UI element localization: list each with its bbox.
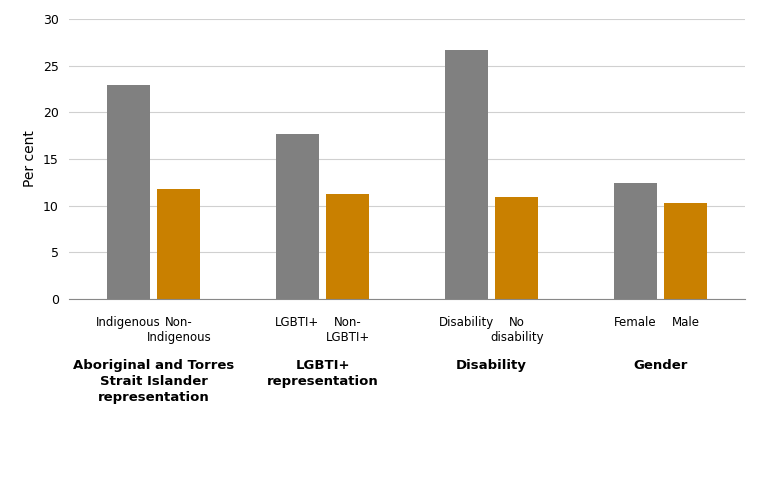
Text: Disability: Disability [439,316,494,329]
Text: No
disability: No disability [490,316,544,344]
Y-axis label: Per cent: Per cent [23,131,38,187]
Bar [276,134,319,299]
Text: Non-
Indigenous: Non- Indigenous [147,316,211,344]
Bar [157,189,200,299]
Text: Gender: Gender [634,360,687,373]
Text: Non-
LGBTI+: Non- LGBTI+ [326,316,370,344]
Text: Disability: Disability [456,360,527,373]
Text: Indigenous: Indigenous [96,316,161,329]
Bar [445,50,488,299]
Text: Male: Male [672,316,700,329]
Text: Female: Female [614,316,657,329]
Bar [495,197,538,299]
Text: LGBTI+: LGBTI+ [275,316,319,329]
Bar [107,84,150,299]
Text: LGBTI+
representation: LGBTI+ representation [266,360,379,388]
Text: Aboriginal and Torres
Strait Islander
representation: Aboriginal and Torres Strait Islander re… [73,360,234,404]
Bar [664,203,707,299]
Bar [614,183,657,299]
Bar [326,194,369,299]
